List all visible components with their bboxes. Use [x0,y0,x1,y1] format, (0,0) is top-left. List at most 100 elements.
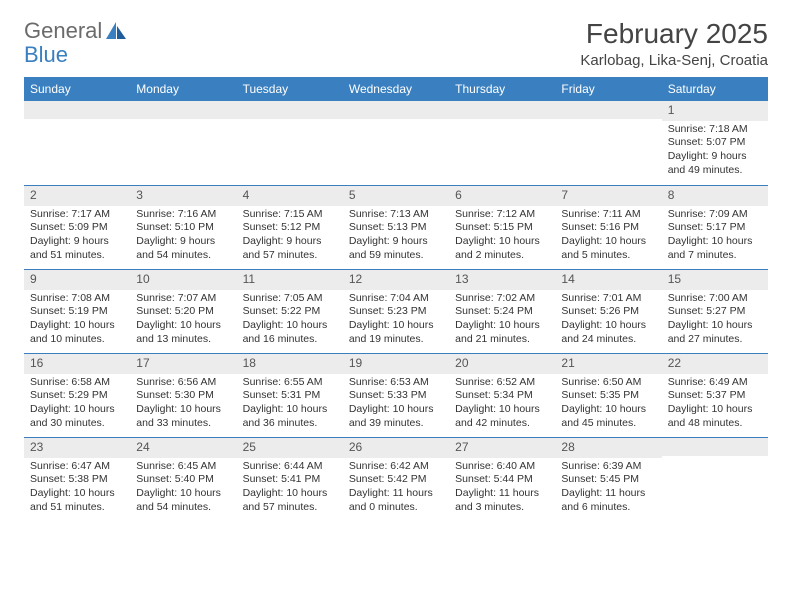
day-number: 17 [130,354,236,374]
cell-body: Sunrise: 7:09 AMSunset: 5:17 PMDaylight:… [662,208,768,263]
day-number [343,101,449,119]
sunset-text: Sunset: 5:31 PM [243,389,337,403]
cell-body: Sunrise: 6:40 AMSunset: 5:44 PMDaylight:… [449,460,555,515]
sunset-text: Sunset: 5:20 PM [136,305,230,319]
sunrise-text: Sunrise: 7:17 AM [30,208,124,222]
calendar-cell: 5Sunrise: 7:13 AMSunset: 5:13 PMDaylight… [343,185,449,269]
calendar-cell: 1Sunrise: 7:18 AMSunset: 5:07 PMDaylight… [662,101,768,185]
weekday-label: Thursday [449,77,555,101]
day-number: 15 [662,270,768,290]
cell-body: Sunrise: 6:56 AMSunset: 5:30 PMDaylight:… [130,376,236,431]
sunrise-text: Sunrise: 6:56 AM [136,376,230,390]
cell-body: Sunrise: 7:15 AMSunset: 5:12 PMDaylight:… [237,208,343,263]
header: General February 2025 Karlobag, Lika-Sen… [0,0,792,77]
sunset-text: Sunset: 5:12 PM [243,221,337,235]
calendar-cell: 9Sunrise: 7:08 AMSunset: 5:19 PMDaylight… [24,269,130,353]
day-number: 11 [237,270,343,290]
sunset-text: Sunset: 5:30 PM [136,389,230,403]
day-number: 7 [555,186,661,206]
day-number: 4 [237,186,343,206]
cell-body: Sunrise: 7:00 AMSunset: 5:27 PMDaylight:… [662,292,768,347]
sunset-text: Sunset: 5:45 PM [561,473,655,487]
sunrise-text: Sunrise: 7:16 AM [136,208,230,222]
sunset-text: Sunset: 5:26 PM [561,305,655,319]
calendar-cell: 4Sunrise: 7:15 AMSunset: 5:12 PMDaylight… [237,185,343,269]
sunset-text: Sunset: 5:10 PM [136,221,230,235]
sunrise-text: Sunrise: 6:44 AM [243,460,337,474]
calendar-cell: 7Sunrise: 7:11 AMSunset: 5:16 PMDaylight… [555,185,661,269]
sunset-text: Sunset: 5:44 PM [455,473,549,487]
sunset-text: Sunset: 5:35 PM [561,389,655,403]
sunrise-text: Sunrise: 6:52 AM [455,376,549,390]
calendar-cell: 17Sunrise: 6:56 AMSunset: 5:30 PMDayligh… [130,353,236,437]
day-number: 12 [343,270,449,290]
day-number: 23 [24,438,130,458]
sunset-text: Sunset: 5:17 PM [668,221,762,235]
sunrise-text: Sunrise: 7:15 AM [243,208,337,222]
cell-body: Sunrise: 7:12 AMSunset: 5:15 PMDaylight:… [449,208,555,263]
calendar-cell: 21Sunrise: 6:50 AMSunset: 5:35 PMDayligh… [555,353,661,437]
daylight-text: Daylight: 9 hours and 49 minutes. [668,150,762,177]
daylight-text: Daylight: 10 hours and 7 minutes. [668,235,762,262]
calendar-cell: 6Sunrise: 7:12 AMSunset: 5:15 PMDaylight… [449,185,555,269]
calendar-cell: 8Sunrise: 7:09 AMSunset: 5:17 PMDaylight… [662,185,768,269]
sunset-text: Sunset: 5:41 PM [243,473,337,487]
calendar-cell: 19Sunrise: 6:53 AMSunset: 5:33 PMDayligh… [343,353,449,437]
sunrise-text: Sunrise: 7:13 AM [349,208,443,222]
calendar-cell [555,101,661,185]
cell-body: Sunrise: 6:49 AMSunset: 5:37 PMDaylight:… [662,376,768,431]
day-number: 26 [343,438,449,458]
cell-body: Sunrise: 7:02 AMSunset: 5:24 PMDaylight:… [449,292,555,347]
daylight-text: Daylight: 9 hours and 59 minutes. [349,235,443,262]
daylight-text: Daylight: 10 hours and 13 minutes. [136,319,230,346]
weekday-header: SundayMondayTuesdayWednesdayThursdayFrid… [24,77,768,101]
sunset-text: Sunset: 5:24 PM [455,305,549,319]
daylight-text: Daylight: 10 hours and 33 minutes. [136,403,230,430]
month-title: February 2025 [580,18,768,50]
sunset-text: Sunset: 5:37 PM [668,389,762,403]
day-number: 6 [449,186,555,206]
sunrise-text: Sunrise: 6:39 AM [561,460,655,474]
day-number: 20 [449,354,555,374]
calendar-cell: 23Sunrise: 6:47 AMSunset: 5:38 PMDayligh… [24,437,130,521]
sunset-text: Sunset: 5:33 PM [349,389,443,403]
sunrise-text: Sunrise: 6:49 AM [668,376,762,390]
sunrise-text: Sunrise: 7:02 AM [455,292,549,306]
sunrise-text: Sunrise: 7:12 AM [455,208,549,222]
sunrise-text: Sunrise: 6:40 AM [455,460,549,474]
day-number [130,101,236,119]
cell-body: Sunrise: 6:44 AMSunset: 5:41 PMDaylight:… [237,460,343,515]
daylight-text: Daylight: 10 hours and 2 minutes. [455,235,549,262]
day-number [24,101,130,119]
day-number: 13 [449,270,555,290]
cell-body: Sunrise: 7:17 AMSunset: 5:09 PMDaylight:… [24,208,130,263]
calendar-cell: 25Sunrise: 6:44 AMSunset: 5:41 PMDayligh… [237,437,343,521]
calendar-cell: 13Sunrise: 7:02 AMSunset: 5:24 PMDayligh… [449,269,555,353]
location: Karlobag, Lika-Senj, Croatia [580,52,768,69]
daylight-text: Daylight: 10 hours and 42 minutes. [455,403,549,430]
day-number: 19 [343,354,449,374]
calendar-cell: 16Sunrise: 6:58 AMSunset: 5:29 PMDayligh… [24,353,130,437]
daylight-text: Daylight: 10 hours and 39 minutes. [349,403,443,430]
cell-body: Sunrise: 7:18 AMSunset: 5:07 PMDaylight:… [662,123,768,178]
day-number: 28 [555,438,661,458]
day-number: 5 [343,186,449,206]
daylight-text: Daylight: 10 hours and 10 minutes. [30,319,124,346]
daylight-text: Daylight: 10 hours and 21 minutes. [455,319,549,346]
cell-body: Sunrise: 7:01 AMSunset: 5:26 PMDaylight:… [555,292,661,347]
cell-body: Sunrise: 6:53 AMSunset: 5:33 PMDaylight:… [343,376,449,431]
calendar-cell: 27Sunrise: 6:40 AMSunset: 5:44 PMDayligh… [449,437,555,521]
weekday-label: Tuesday [237,77,343,101]
sunset-text: Sunset: 5:09 PM [30,221,124,235]
day-number: 24 [130,438,236,458]
daylight-text: Daylight: 11 hours and 3 minutes. [455,487,549,514]
weekday-label: Monday [130,77,236,101]
cell-body: Sunrise: 7:11 AMSunset: 5:16 PMDaylight:… [555,208,661,263]
sunrise-text: Sunrise: 7:05 AM [243,292,337,306]
day-number: 9 [24,270,130,290]
sunrise-text: Sunrise: 7:11 AM [561,208,655,222]
daylight-text: Daylight: 10 hours and 51 minutes. [30,487,124,514]
cell-body: Sunrise: 7:16 AMSunset: 5:10 PMDaylight:… [130,208,236,263]
daylight-text: Daylight: 10 hours and 24 minutes. [561,319,655,346]
sunrise-text: Sunrise: 7:08 AM [30,292,124,306]
